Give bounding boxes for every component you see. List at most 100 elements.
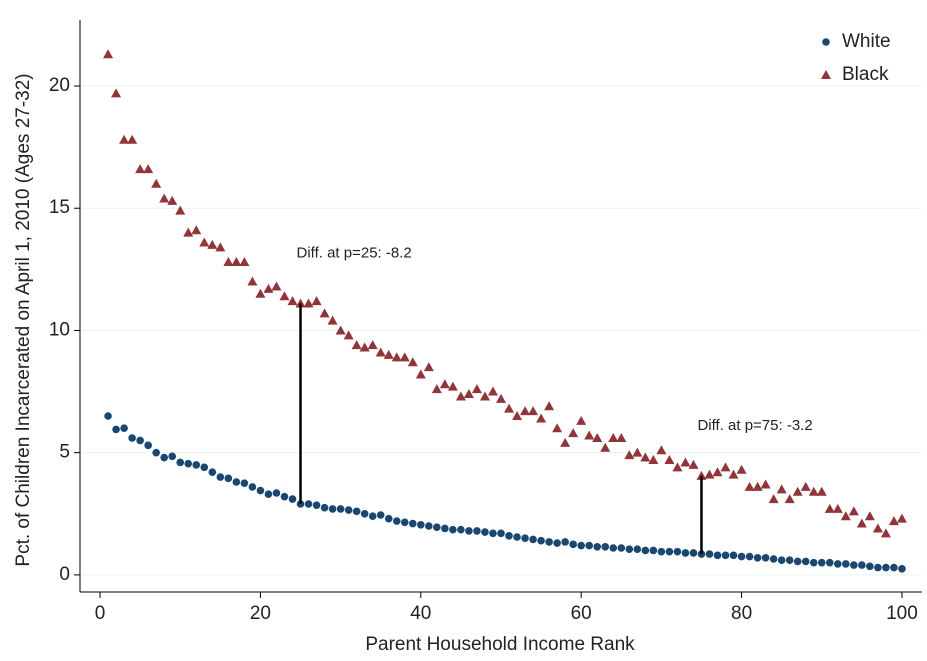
point xyxy=(689,549,698,557)
point xyxy=(152,448,160,457)
point xyxy=(834,560,842,568)
point xyxy=(112,425,120,434)
point xyxy=(489,529,497,538)
point xyxy=(256,486,265,495)
triangle-point xyxy=(255,288,266,298)
y-axis-label: Pct. of Children Incarcerated on April 1… xyxy=(13,73,34,566)
triangle-point xyxy=(496,393,506,403)
point xyxy=(801,557,810,566)
triangle-point xyxy=(479,391,490,401)
point xyxy=(705,550,714,558)
triangle-point xyxy=(127,134,138,144)
point xyxy=(232,478,241,486)
point xyxy=(320,503,329,512)
point xyxy=(529,535,537,544)
triangle-point xyxy=(821,70,831,79)
y-tick-label: 5 xyxy=(59,442,70,463)
triangle-point xyxy=(111,88,122,98)
triangle-point xyxy=(896,513,907,523)
triangle-point xyxy=(143,164,154,174)
x-tick-label: 40 xyxy=(410,603,431,624)
x-tick-label: 60 xyxy=(571,603,592,624)
triangle-point xyxy=(263,283,274,293)
point xyxy=(681,549,690,557)
point xyxy=(809,558,818,567)
point xyxy=(521,534,529,543)
triangle-point xyxy=(592,433,603,442)
point xyxy=(513,533,521,541)
triangle-point xyxy=(864,511,875,521)
x-tick-label: 0 xyxy=(95,603,106,624)
y-tick-label: 10 xyxy=(49,319,70,340)
x-tick-label: 80 xyxy=(731,603,752,624)
triangle-point xyxy=(439,379,450,389)
point xyxy=(874,563,882,572)
triangle-point xyxy=(816,486,827,496)
triangle-point xyxy=(167,195,178,205)
triangle-point xyxy=(375,347,386,357)
triangle-point xyxy=(191,225,202,235)
triangle-point xyxy=(552,423,563,433)
triangle-point xyxy=(832,503,843,513)
triangle-point xyxy=(544,401,555,411)
y-tick-label: 15 xyxy=(49,197,70,218)
triangle-point xyxy=(351,340,362,350)
point xyxy=(312,501,321,510)
point xyxy=(120,424,128,433)
triangle-point xyxy=(367,340,378,350)
point xyxy=(537,536,545,545)
triangle-point xyxy=(119,134,130,144)
point xyxy=(673,547,682,556)
triangle-point xyxy=(287,296,298,306)
point xyxy=(240,479,249,488)
triangle-point xyxy=(584,430,595,440)
point xyxy=(216,473,225,481)
triangle-point xyxy=(135,164,146,174)
triangle-point xyxy=(576,415,587,425)
point xyxy=(168,452,177,461)
point xyxy=(649,546,658,555)
point xyxy=(882,563,890,572)
point xyxy=(433,523,441,532)
triangle-point xyxy=(824,503,835,513)
point xyxy=(408,519,417,528)
legend-label: Black xyxy=(842,64,889,85)
legend-label: White xyxy=(842,31,891,52)
triangle-point xyxy=(407,357,418,367)
point xyxy=(304,500,313,508)
point xyxy=(625,545,634,554)
point xyxy=(392,517,401,525)
point xyxy=(144,441,152,450)
point xyxy=(545,538,553,546)
point xyxy=(136,436,144,445)
point xyxy=(753,553,762,562)
triangle-point xyxy=(664,455,675,464)
point xyxy=(890,563,898,572)
triangle-point xyxy=(856,518,867,528)
point xyxy=(665,547,674,556)
annotation: Diff. at p=25: -8.2 xyxy=(297,245,412,262)
point xyxy=(609,544,618,552)
annotation: Diff. at p=75: -3.2 xyxy=(697,417,812,434)
point xyxy=(384,514,393,523)
point xyxy=(553,539,561,547)
point xyxy=(457,525,465,534)
point xyxy=(224,474,233,483)
point xyxy=(842,560,850,568)
triangle-point xyxy=(504,403,515,413)
triangle-point xyxy=(536,413,547,423)
triangle-point xyxy=(455,391,466,401)
point xyxy=(721,551,730,560)
point xyxy=(473,527,481,535)
point xyxy=(128,434,136,442)
point xyxy=(200,463,209,472)
x-tick-label: 20 xyxy=(250,603,271,624)
triangle-point xyxy=(471,384,482,394)
triangle-point xyxy=(215,242,226,252)
triangle-point xyxy=(399,352,410,362)
point xyxy=(577,541,585,550)
triangle-point xyxy=(271,281,282,291)
y-tick-label: 0 xyxy=(59,564,70,585)
triangle-point xyxy=(231,257,242,266)
point xyxy=(569,540,577,549)
